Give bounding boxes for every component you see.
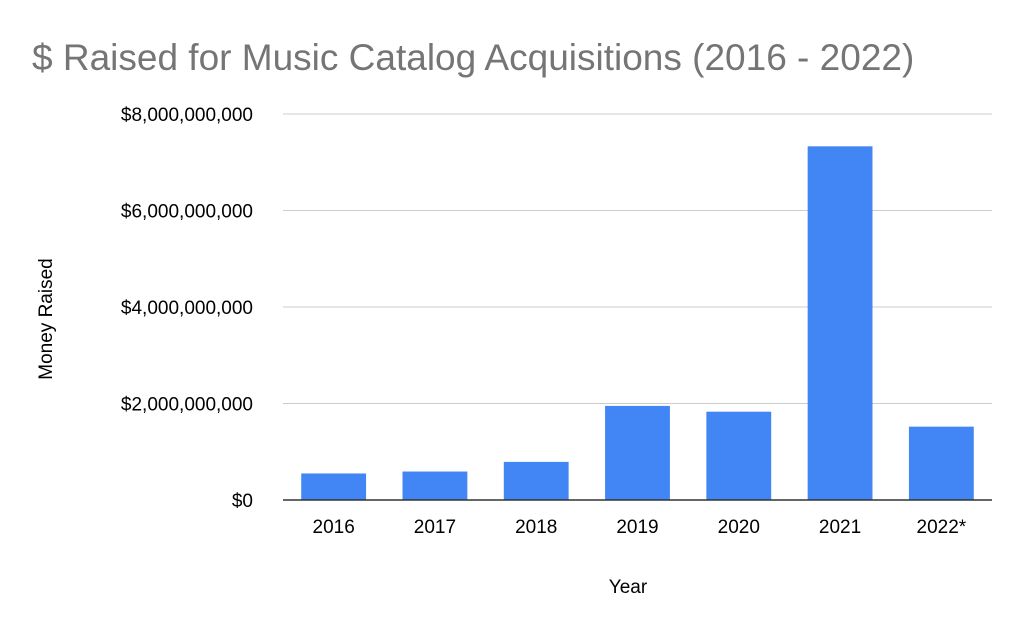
bar-2020 [706,411,772,500]
x-axis-title: Year [609,577,648,598]
y-tick-label: $6,000,000,000 [121,202,253,223]
bar-2017 [402,471,468,500]
bars [301,146,974,500]
x-axis-ticks: 2016 2017 2018 2019 2020 2021 2022* [313,517,967,538]
gridlines [283,113,992,404]
bar-2021 [807,146,873,500]
bar-2016 [301,473,367,500]
x-tick-label: 2018 [515,517,557,538]
x-tick-label: 2021 [819,517,861,538]
bar-2019 [605,405,670,500]
y-axis-ticks: $0 $2,000,000,000 $4,000,000,000 $6,000,000… [121,105,253,512]
y-axis-title: Money Raised [36,258,57,379]
y-tick-label: $8,000,000,000 [121,105,253,126]
y-tick-label: $4,000,000,000 [121,298,253,319]
bar-2022 [908,426,974,500]
x-tick-label: 2019 [616,517,658,538]
x-tick-label: 2022* [917,517,967,538]
chart-title: $ Raised for Music Catalog Acquisitions … [32,37,914,78]
x-tick-label: 2017 [414,517,456,538]
x-tick-label: 2020 [718,517,760,538]
y-tick-label: $0 [232,491,253,512]
bar-2018 [503,461,569,500]
x-tick-label: 2016 [313,517,355,538]
y-tick-label: $2,000,000,000 [121,395,253,416]
